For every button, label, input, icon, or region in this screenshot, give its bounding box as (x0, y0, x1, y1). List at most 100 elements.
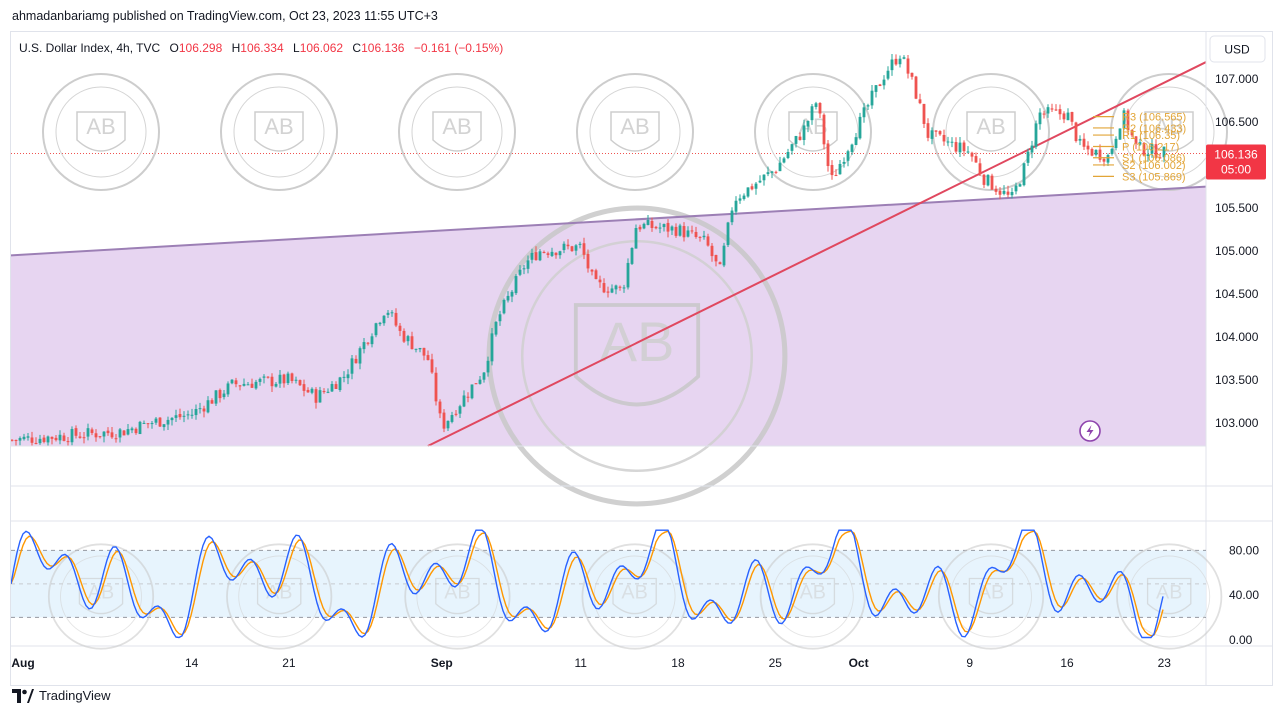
candle-body (314, 389, 318, 403)
lightning-icon[interactable] (1079, 420, 1101, 442)
watermark-logos (42, 73, 1228, 191)
candle-body (546, 253, 550, 255)
candle-body (882, 79, 886, 86)
candle-body (710, 245, 714, 257)
candle-body (326, 391, 330, 393)
candle-body (1146, 154, 1150, 156)
candle-body (294, 379, 298, 381)
candle-body (974, 156, 978, 163)
candle-body (558, 251, 562, 256)
candle-body (786, 152, 790, 158)
candle-body (1022, 163, 1026, 186)
candle-body (874, 85, 878, 92)
currency-button[interactable]: USD (1209, 35, 1266, 63)
candle-body (834, 175, 838, 177)
candle-body (638, 226, 642, 230)
candle-body (158, 417, 162, 427)
currency-label: USD (1224, 43, 1250, 57)
candle-body (802, 125, 806, 140)
candle-body (554, 252, 558, 256)
candle-body (774, 171, 778, 173)
candle-body (954, 142, 958, 152)
candle-body (1150, 144, 1154, 154)
candle-body (222, 393, 226, 398)
candle-body (98, 436, 102, 438)
candle-body (54, 437, 58, 441)
candle-body (1090, 149, 1094, 156)
candle-body (50, 436, 54, 439)
candle-body (538, 251, 542, 261)
candle-body (126, 429, 130, 435)
candle-body (346, 374, 350, 379)
candle-body (478, 379, 482, 384)
candle-body (618, 286, 622, 288)
candle-body (22, 436, 26, 440)
candle-body (394, 312, 398, 326)
candle-body (226, 383, 230, 395)
pivot-label: R1 (106.35) (1122, 130, 1180, 142)
candle-body (794, 136, 798, 144)
candle-body (562, 243, 566, 251)
stoch-d-line (10, 530, 1164, 637)
candle-body (1158, 157, 1162, 159)
legend-high-value: 106.334 (240, 41, 284, 55)
candle-body (454, 413, 458, 415)
candle-body (1138, 142, 1142, 145)
candle-body (1114, 138, 1118, 148)
candle-body (654, 226, 658, 229)
candle-body (1094, 149, 1098, 155)
candle-body (366, 342, 370, 344)
chart-canvas[interactable]: AB R3 (106.565)R2 (106.433)R1 (106.35)P … (10, 32, 1272, 685)
candle-body (1154, 144, 1158, 159)
stoch-tick-label: 0.00 (1229, 633, 1253, 647)
candle-body (214, 390, 218, 404)
candle-body (282, 374, 286, 384)
pivot-label: R3 (106.565) (1122, 112, 1186, 124)
candle-body (906, 58, 910, 74)
candle-body (566, 244, 570, 247)
candle-body (194, 408, 198, 416)
candle-body (526, 260, 530, 269)
candle-body (286, 373, 290, 384)
candle-body (490, 333, 494, 362)
candle-body (854, 137, 858, 145)
candle-body (246, 384, 250, 386)
candle-body (610, 288, 614, 293)
candle-body (646, 219, 650, 225)
candle-body (506, 295, 510, 301)
candle-body (602, 283, 606, 293)
candle-body (106, 430, 110, 434)
candle-body (922, 103, 926, 124)
tradingview-branding[interactable]: TradingView (12, 688, 111, 703)
candle-body (362, 342, 366, 350)
candle-body (522, 268, 526, 270)
candle-body (274, 383, 278, 387)
candle-body (706, 236, 710, 246)
candle-body (1106, 155, 1110, 163)
candle-body (850, 144, 854, 152)
candle-body (262, 376, 266, 378)
candle-body (114, 438, 118, 440)
candle-body (938, 131, 942, 135)
candle-body (994, 188, 998, 192)
pivot-label: S3 (105.869) (1122, 171, 1186, 183)
legend-high-label: H (232, 41, 241, 55)
candle-body (74, 428, 78, 436)
candle-body (38, 438, 42, 444)
candle-body (258, 378, 262, 382)
legend-open-label: O (170, 41, 179, 55)
candle-body (1038, 112, 1042, 125)
candle-body (798, 136, 802, 140)
candle-body (110, 432, 114, 438)
tradingview-logo-icon (12, 688, 34, 703)
candle-body (1122, 110, 1126, 129)
candle-body (1030, 145, 1034, 153)
price-tick-label: 103.500 (1215, 373, 1259, 387)
time-tick-label: 16 (1060, 656, 1074, 670)
candle-body (630, 247, 634, 264)
candle-body (270, 376, 274, 387)
candle-body (498, 314, 502, 322)
candle-body (894, 58, 898, 65)
legend-open-value: 106.298 (179, 41, 223, 55)
candle-body (626, 262, 630, 288)
